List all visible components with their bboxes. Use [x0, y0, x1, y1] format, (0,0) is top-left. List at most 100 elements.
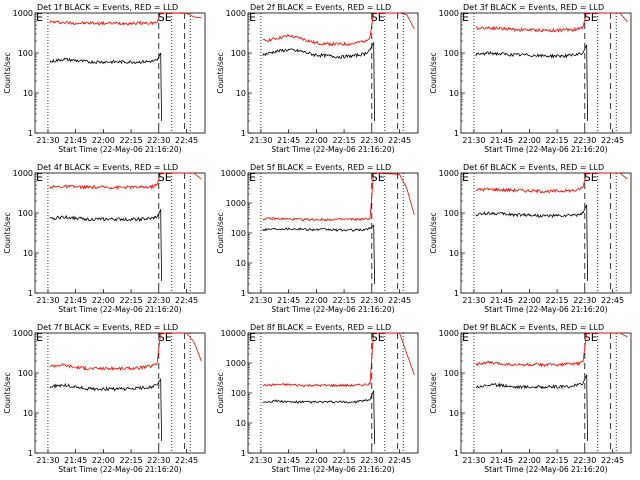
y-tick-label: 10	[449, 409, 459, 418]
eclipse-end-label: E	[249, 11, 256, 24]
y-tick-label: 10	[449, 249, 459, 258]
panel-title: Det 2f BLACK = Events, RED = LLD	[250, 3, 391, 12]
x-tick-label: 21:30	[36, 456, 59, 465]
y-axis-label: Counts/sec	[429, 372, 438, 413]
x-tick-label: 22:45	[388, 296, 411, 305]
series-lld-line	[475, 172, 628, 194]
y-tick-label: 100	[18, 369, 33, 378]
panel-plot: Det 9f BLACK = Events, RED = LLD 1 10 100 10…	[429, 323, 632, 474]
y-tick-label: 1	[454, 289, 459, 298]
panel-title: Det 7f BLACK = Events, RED = LLD	[37, 323, 178, 332]
y-axis-label: Counts/sec	[3, 372, 12, 413]
y-tick-label: 1000	[226, 9, 246, 18]
x-tick-label: 21:30	[36, 296, 59, 305]
x-tick-label: 22:00	[518, 136, 541, 145]
x-tick-label: 22:30	[573, 456, 596, 465]
series-events-line	[49, 52, 162, 122]
x-tick-label: 21:30	[249, 456, 272, 465]
y-axis-label: Counts/sec	[216, 52, 225, 93]
panel-title: Det 6f BLACK = Events, RED = LLD	[463, 163, 604, 172]
panel-title: Det 8f BLACK = Events, RED = LLD	[250, 323, 391, 332]
x-axis-label: Start Time (22-May-06 21:16:20)	[484, 145, 607, 154]
y-tick-label: 10	[23, 249, 33, 258]
panel-title: Det 9f BLACK = Events, RED = LLD	[463, 323, 604, 332]
x-tick-label: 21:45	[64, 296, 87, 305]
panel-title: Det 5f BLACK = Events, RED = LLD	[250, 163, 391, 172]
series-lld-line	[262, 12, 415, 47]
saa-entry-label: SE	[584, 171, 598, 184]
plot-frame	[460, 332, 632, 454]
series-events-line	[262, 390, 375, 445]
series-events-line	[475, 374, 588, 442]
panel-plot: Det 4f BLACK = Events, RED = LLD 1 10 100 10…	[3, 163, 206, 314]
plot-frame	[34, 172, 206, 294]
x-tick-label: 22:45	[175, 296, 198, 305]
saa-entry-label: SE	[371, 11, 385, 24]
x-tick-label: 22:00	[518, 456, 541, 465]
saa-entry-label: SE	[158, 331, 172, 344]
x-tick-label: 21:30	[462, 296, 485, 305]
panel-plot: Det 1f BLACK = Events, RED = LLD 1 10 100 10…	[3, 3, 206, 154]
panel-plot: Det 5f BLACK = Events, RED = LLD 1 10 100 10…	[216, 163, 419, 314]
series-events-line	[475, 44, 588, 122]
detector-panel: Det 5f BLACK = Events, RED = LLD 1 10 100 10…	[213, 160, 426, 320]
eclipse-end-label: E	[36, 11, 43, 24]
x-tick-label: 22:45	[601, 296, 624, 305]
plot-frame	[34, 332, 206, 454]
x-tick-label: 21:45	[64, 456, 87, 465]
x-tick-label: 22:45	[601, 136, 624, 145]
saa-entry-label: SE	[371, 331, 385, 344]
detector-panel: Det 4f BLACK = Events, RED = LLD 1 10 100 10…	[0, 160, 213, 320]
x-tick-label: 22:30	[573, 136, 596, 145]
x-tick-label: 22:15	[546, 136, 569, 145]
eclipse-end-label: E	[462, 171, 469, 184]
x-axis-label: Start Time (22-May-06 21:16:20)	[271, 465, 394, 474]
y-tick-label: 100	[18, 49, 33, 58]
x-axis-label: Start Time (22-May-06 21:16:20)	[58, 465, 181, 474]
x-tick-label: 21:30	[249, 136, 272, 145]
y-tick-label: 100	[444, 209, 459, 218]
x-tick-label: 22:30	[147, 296, 170, 305]
x-tick-label: 22:30	[360, 136, 383, 145]
x-tick-label: 21:45	[490, 136, 513, 145]
x-tick-label: 22:15	[333, 296, 356, 305]
x-tick-label: 21:45	[277, 136, 300, 145]
y-tick-label: 100	[444, 49, 459, 58]
panel-title: Det 3f BLACK = Events, RED = LLD	[463, 3, 604, 12]
y-tick-label: 10	[236, 89, 246, 98]
y-tick-label: 100	[231, 389, 246, 398]
x-axis-label: Start Time (22-May-06 21:16:20)	[484, 305, 607, 314]
x-tick-label: 22:45	[388, 136, 411, 145]
x-tick-label: 22:00	[92, 296, 115, 305]
saa-entry-label: SE	[158, 171, 172, 184]
y-axis-label: Counts/sec	[429, 212, 438, 253]
series-lld-line	[49, 172, 202, 191]
panel-title: Det 4f BLACK = Events, RED = LLD	[37, 163, 178, 172]
panel-plot: Det 6f BLACK = Events, RED = LLD 1 10 100 10…	[429, 163, 632, 314]
plot-frame	[460, 12, 632, 134]
y-tick-label: 10	[449, 89, 459, 98]
y-tick-label: 1	[28, 129, 33, 138]
y-tick-label: 10	[23, 409, 33, 418]
x-tick-label: 22:15	[546, 456, 569, 465]
y-tick-label: 1000	[13, 329, 33, 338]
y-tick-label: 1	[454, 129, 459, 138]
y-tick-label: 1000	[439, 169, 459, 178]
x-tick-label: 22:00	[305, 456, 328, 465]
y-tick-label: 100	[18, 209, 33, 218]
x-tick-label: 22:30	[147, 456, 170, 465]
series-lld-line	[475, 332, 628, 368]
eclipse-end-label: E	[36, 331, 43, 344]
y-axis-label: Counts/sec	[3, 52, 12, 93]
y-tick-label: 100	[444, 369, 459, 378]
x-tick-label: 22:15	[120, 296, 143, 305]
series-lld-line	[262, 332, 415, 388]
y-tick-label: 10	[236, 419, 246, 428]
x-tick-label: 22:45	[601, 456, 624, 465]
y-tick-label: 10	[236, 259, 246, 268]
eclipse-end-label: E	[249, 171, 256, 184]
plot-frame	[247, 172, 419, 294]
x-tick-label: 22:15	[546, 296, 569, 305]
series-events-line	[262, 41, 375, 122]
